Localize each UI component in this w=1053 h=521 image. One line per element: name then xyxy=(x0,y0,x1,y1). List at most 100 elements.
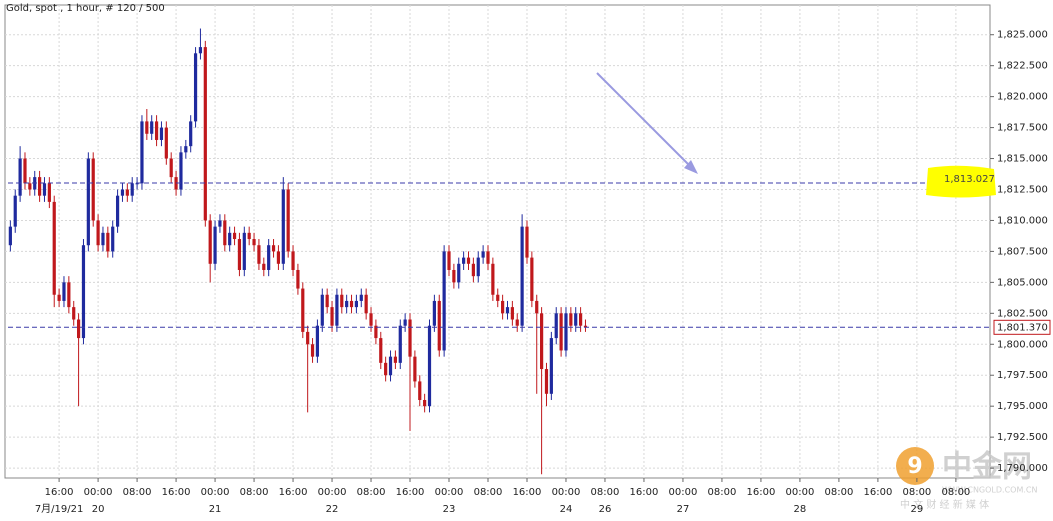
candle-body xyxy=(569,313,573,326)
candle-body xyxy=(418,381,422,400)
label-highlight xyxy=(926,165,996,198)
watermark-icon-glyph: 9 xyxy=(907,454,922,479)
x-tick-label: 08:00 xyxy=(123,487,152,498)
y-tick-label: 1,822.500 xyxy=(997,61,1048,72)
candle-body xyxy=(198,47,203,54)
x-tick-label: 00:00 xyxy=(552,487,581,498)
x-tick-label: 08:00 xyxy=(941,487,970,498)
candle-body xyxy=(159,127,164,140)
candle-body xyxy=(452,269,456,283)
candle-body xyxy=(359,294,363,301)
x-date-label: 27 xyxy=(677,504,690,515)
candle-body xyxy=(232,232,237,240)
candle-body xyxy=(47,183,51,202)
candle-body xyxy=(111,226,115,252)
annotation-arrow xyxy=(596,72,697,173)
x-date-label: 29 xyxy=(911,504,924,515)
y-tick-label: 1,792.500 xyxy=(997,432,1048,443)
x-tick-label: 08:00 xyxy=(824,487,853,498)
candle-body xyxy=(218,220,222,227)
candle-body xyxy=(237,239,242,270)
candle-body xyxy=(554,313,558,339)
x-date-label: 7月/19/21 xyxy=(35,503,84,515)
candle-body xyxy=(535,300,539,314)
candle-body xyxy=(364,294,368,314)
y-tick-label: 1,790.000 xyxy=(997,463,1048,474)
candle-body xyxy=(96,220,100,246)
candle-body xyxy=(262,263,266,270)
candle-body xyxy=(525,226,529,258)
candle-body xyxy=(325,294,329,308)
x-tick-label: 00:00 xyxy=(669,487,698,498)
x-tick-label: 16:00 xyxy=(513,487,542,498)
candle-body xyxy=(13,195,17,227)
candle-body xyxy=(193,53,198,122)
y-tick-label: 1,807.500 xyxy=(997,246,1048,257)
candle-body xyxy=(315,325,320,357)
candle-body xyxy=(398,325,402,363)
candle-body xyxy=(125,189,129,196)
x-tick-label: 16:00 xyxy=(162,487,191,498)
candle-body xyxy=(403,319,407,326)
x-tick-label: 08:00 xyxy=(240,487,269,498)
candle-body xyxy=(530,257,534,301)
candle-body xyxy=(481,251,485,258)
candle-body xyxy=(291,251,295,270)
candle-body xyxy=(466,257,471,264)
candle-body xyxy=(28,183,32,190)
candle-body xyxy=(486,251,490,264)
candle-body xyxy=(271,245,276,252)
candle-body xyxy=(189,121,193,147)
candle-body xyxy=(583,325,588,328)
candle-body xyxy=(330,307,334,326)
x-tick-label: 08:00 xyxy=(474,487,503,498)
candle-body xyxy=(447,251,451,270)
x-tick-label: 00:00 xyxy=(84,487,113,498)
candle-body xyxy=(384,362,388,376)
x-date-label: 24 xyxy=(560,504,573,515)
candle-body xyxy=(549,338,553,394)
candle-body xyxy=(379,338,383,363)
y-tick-label: 1,825.000 xyxy=(997,30,1048,41)
candle-body xyxy=(140,121,144,184)
y-tick-label: 1,820.000 xyxy=(997,92,1048,103)
candle-body xyxy=(228,232,232,246)
candle-body xyxy=(281,189,285,264)
candle-body xyxy=(213,226,217,264)
candle-body xyxy=(135,183,139,185)
x-tick-label: 16:00 xyxy=(747,487,776,498)
level-label: 1,801.370 xyxy=(997,322,1048,333)
candle-body xyxy=(179,152,183,190)
x-date-label: 26 xyxy=(599,504,612,515)
candle-body xyxy=(559,313,563,351)
candle-body xyxy=(203,47,207,221)
candle-body xyxy=(491,263,495,295)
candle-body xyxy=(496,294,500,301)
candle-body xyxy=(145,121,149,134)
candle-body xyxy=(320,294,324,326)
candle-body xyxy=(427,325,432,407)
x-tick-label: 16:00 xyxy=(396,487,425,498)
candle-body xyxy=(169,158,173,178)
chart-title: Gold, spot , 1 hour, # 120 / 500 xyxy=(6,3,165,14)
x-date-label: 23 xyxy=(443,504,456,515)
candle-body xyxy=(432,300,436,326)
price-box xyxy=(993,319,1051,335)
x-tick-label: 16:00 xyxy=(279,487,308,498)
x-tick-label: 08:00 xyxy=(591,487,620,498)
candle-body xyxy=(374,325,378,339)
y-tick-label: 1,805.000 xyxy=(997,277,1048,288)
y-tick-label: 1,795.000 xyxy=(997,401,1048,412)
candle-body xyxy=(52,201,56,295)
candle-body xyxy=(42,183,47,196)
x-date-label: 22 xyxy=(326,504,339,515)
candle-body xyxy=(150,121,154,134)
y-tick-label: 1,802.500 xyxy=(997,308,1048,319)
x-tick-label: 16:00 xyxy=(630,487,659,498)
candle-body xyxy=(296,269,300,289)
candle-body xyxy=(515,319,519,326)
candle-body xyxy=(106,232,110,252)
candle-body xyxy=(91,158,95,221)
watermark: 9 中金网 WWW.CNGOLD.COM.CN 中 文 财 经 新 媒 体 xyxy=(896,447,1037,511)
